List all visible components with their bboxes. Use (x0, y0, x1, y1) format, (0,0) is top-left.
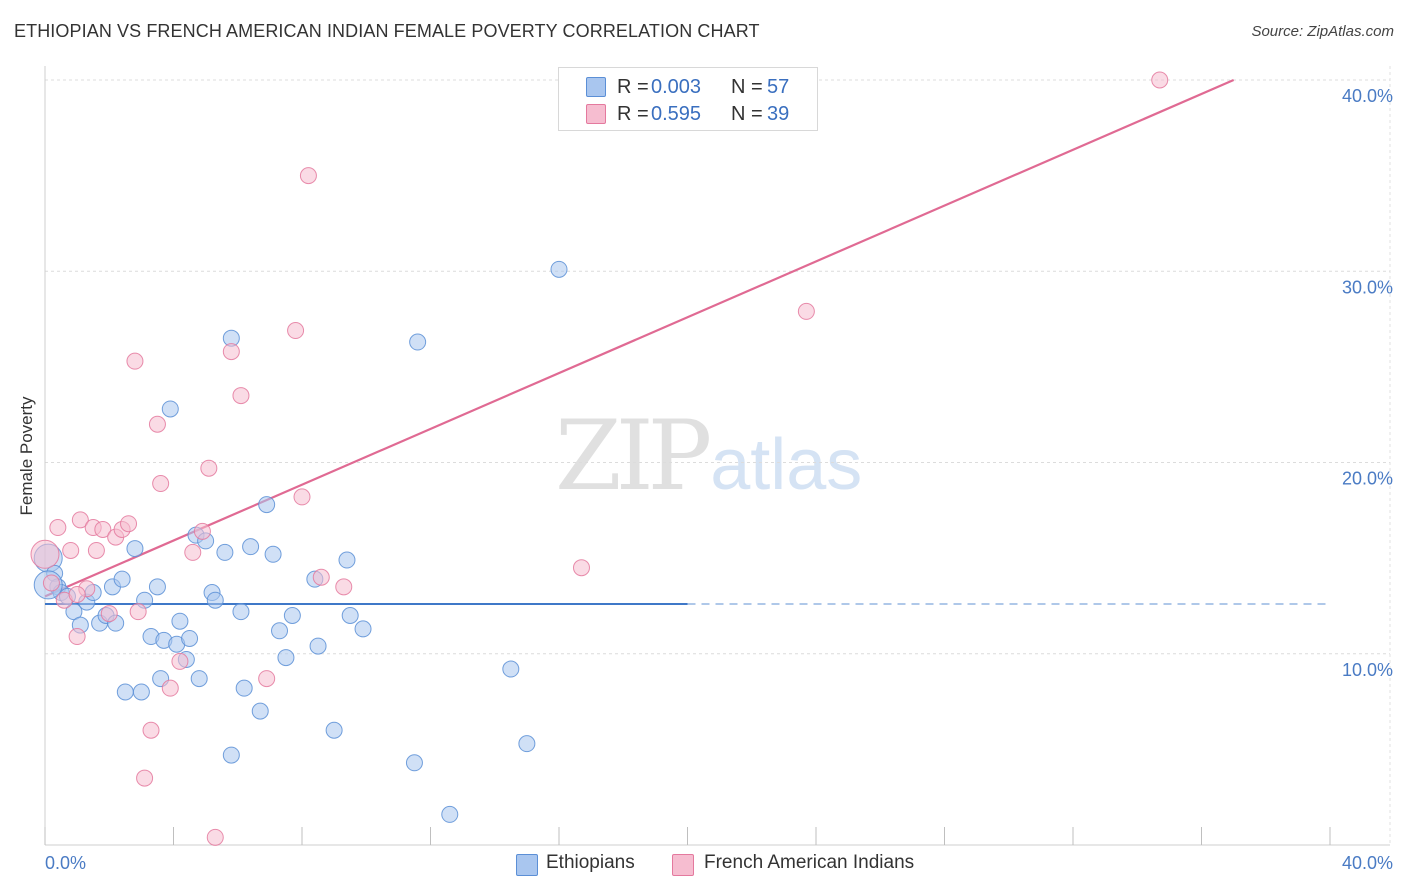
grid-lines (45, 79, 1390, 655)
ethiopian-point (232, 603, 250, 621)
ethiopian-point (338, 551, 356, 569)
y-tick-label: 40.0% (1342, 86, 1393, 106)
french-american-indian-point (184, 543, 202, 561)
french-american-indian-point (71, 511, 89, 529)
legend-r-label: R = (617, 76, 649, 98)
french-american-indian-point (62, 541, 80, 559)
ethiopian-point (502, 660, 520, 678)
y-tick-label: 30.0% (1342, 277, 1393, 297)
french-american-indian-point (148, 415, 166, 433)
legend-n-label: N = (731, 103, 763, 125)
ethiopian-point (190, 670, 208, 688)
ethiopian-point (441, 805, 459, 823)
french-american-indian-point (142, 721, 160, 739)
french-american-indian-point (161, 679, 179, 697)
ethiopian-point (242, 538, 260, 556)
ethiopian-point (235, 679, 253, 697)
ethiopian-point (354, 620, 372, 638)
ethiopian-point (161, 400, 179, 418)
french-american-indian-point (152, 475, 170, 493)
french-american-indian-point (293, 488, 311, 506)
ethiopian-point (409, 333, 427, 351)
french-american-indian-point (49, 519, 67, 537)
french-american-indian-point (129, 603, 147, 621)
french-american-indian-point (193, 522, 211, 540)
ethiopian-point (277, 649, 295, 667)
y-tick-label: 20.0% (1342, 469, 1393, 489)
legend-n-value: 57 (767, 76, 790, 98)
french-american-indian-point (299, 167, 317, 185)
bottom-legend-label-ethiopians: Ethiopians (546, 852, 635, 873)
french-american-indian-point (287, 322, 305, 340)
french-american-indian-point (335, 578, 353, 596)
french-american-indian-point (232, 387, 250, 405)
ethiopian-point (216, 543, 234, 561)
ethiopian-point (113, 570, 131, 588)
french-american-indian-point (87, 541, 105, 559)
french-american-indian-point (100, 605, 118, 623)
french-american-indian-point (1151, 71, 1169, 89)
legend-swatch-ethiopians (586, 77, 606, 97)
x-tick-label-max: 40.0% (1342, 853, 1393, 873)
ethiopian-point (206, 591, 224, 609)
legend-r-value: 0.003 (651, 76, 702, 98)
ethiopian-point (283, 607, 301, 624)
legend-n-value: 39 (767, 103, 790, 125)
ethiopian-point (550, 260, 568, 278)
french-american-indian-point (68, 628, 86, 646)
legend-n-label: N = (731, 76, 763, 98)
ethiopian-point (518, 735, 536, 753)
ethiopian-point (325, 721, 343, 739)
watermark-atlas: atlas (710, 425, 863, 505)
french-american-indian-point (200, 459, 218, 477)
ethiopian-point (405, 754, 423, 772)
french-american-indian-point (258, 670, 276, 688)
legend-r-value: 0.595 (651, 103, 702, 125)
ethiopian-point (264, 545, 282, 563)
french-american-indian-point (222, 343, 240, 361)
french-american-indian-point (171, 652, 189, 670)
ethiopian-point (251, 702, 269, 720)
french-american-indian-point (206, 828, 224, 846)
ethiopian-point (309, 637, 327, 655)
ethiopian-point (271, 622, 289, 640)
french-american-indian-point (312, 568, 330, 586)
ethiopian-point (341, 607, 359, 624)
watermark-zip: ZIP (555, 400, 712, 512)
chart-title: ETHIOPIAN VS FRENCH AMERICAN INDIAN FEMA… (14, 21, 760, 41)
french-american-indian-point (42, 574, 60, 592)
x-tick-label-min: 0.0% (45, 853, 86, 873)
french-american-indian-point (126, 352, 144, 370)
bottom-legend-swatch-french-american-indians (672, 854, 694, 876)
legend-r-label: R = (617, 103, 649, 125)
stats-legend: R = 0.003 N = 57 R = 0.595 N = 39 (558, 67, 818, 131)
ethiopian-point (132, 683, 150, 701)
ethiopian-point (171, 612, 189, 630)
ethiopian-point (222, 746, 240, 764)
french-american-indian-point (30, 539, 60, 569)
french-american-indian-point (120, 515, 138, 533)
ethiopian-point (126, 540, 144, 558)
axes (44, 66, 1391, 846)
source-label: Source: ZipAtlas.com (1251, 23, 1394, 40)
french-american-indian-trend-line (44, 78, 1235, 598)
y-tick-label: 10.0% (1342, 660, 1393, 680)
bottom-legend-swatch-ethiopians (516, 854, 538, 876)
legend-swatch-french-american-indians (586, 104, 606, 124)
french-american-indian-point (136, 769, 154, 787)
ethiopian-point (116, 683, 134, 701)
french-american-indian-point (94, 520, 112, 538)
bottom-legend-label-french-american-indians: French American Indians (704, 852, 915, 873)
ethiopian-point (148, 578, 166, 596)
tick-labels: 10.0% 20.0% 30.0% 40.0% 0.0% 40.0% (45, 86, 1393, 873)
french-american-indian-point (797, 302, 815, 320)
ethiopian-point (258, 496, 276, 514)
ethiopian-point (181, 629, 199, 647)
watermark: ZIPatlas (555, 400, 862, 512)
french-american-indian-point (68, 585, 86, 603)
data-points (30, 71, 1169, 846)
french-american-indian-point (572, 559, 590, 577)
